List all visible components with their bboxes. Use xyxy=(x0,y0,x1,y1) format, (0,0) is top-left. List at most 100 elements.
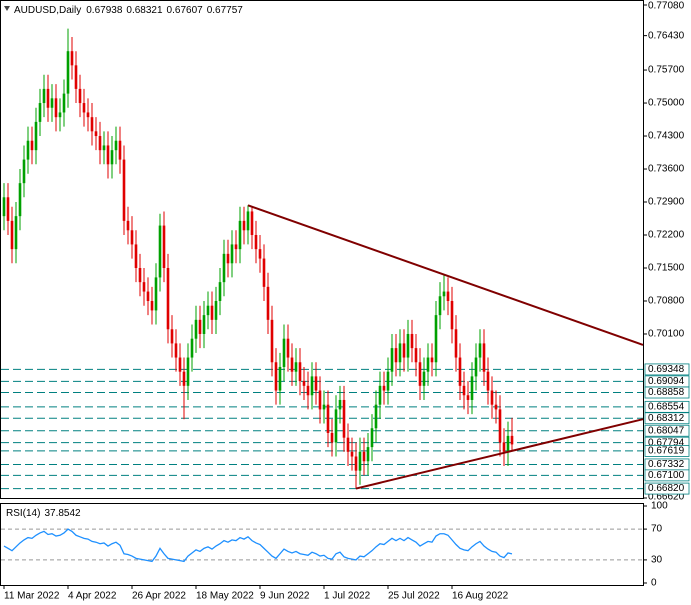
rsi-line xyxy=(3,528,513,563)
candle-body xyxy=(302,381,306,386)
level-label: 0.67332 xyxy=(648,459,685,470)
candle-body xyxy=(86,112,90,118)
candle-body xyxy=(102,145,106,151)
y-tick-label: 0.72900 xyxy=(648,197,685,208)
candle-body xyxy=(286,338,290,358)
low: 0.67607 xyxy=(167,5,204,16)
candle-body xyxy=(54,98,58,118)
candle-body xyxy=(14,216,18,250)
candle-body xyxy=(82,103,86,113)
level-label: 0.68047 xyxy=(648,425,685,436)
level-label: 0.67794 xyxy=(648,437,685,448)
candle-body xyxy=(218,282,222,301)
symbol: AUDUSD,Daily xyxy=(14,5,81,16)
candle-body xyxy=(394,348,398,363)
candle-body xyxy=(510,435,514,445)
candle-body xyxy=(254,235,258,250)
candle-body xyxy=(362,451,366,462)
candle-body xyxy=(278,366,282,391)
candle-body xyxy=(6,197,10,221)
candle-body xyxy=(454,329,458,358)
candle-body xyxy=(430,357,434,363)
candle-body xyxy=(246,211,250,231)
candle-body xyxy=(422,371,426,386)
candle-body xyxy=(198,319,202,334)
candle-body xyxy=(238,220,242,250)
candle-body xyxy=(474,357,478,377)
rsi-tick-label: 0 xyxy=(651,578,657,589)
x-tick-label: 1 Jul 2022 xyxy=(324,591,371,602)
x-tick-label: 9 Jun 2022 xyxy=(260,591,310,602)
candle-body xyxy=(366,447,370,462)
candle-body xyxy=(270,319,274,363)
candle-body xyxy=(150,300,154,311)
candle-body xyxy=(210,305,214,320)
level-label: 0.66820 xyxy=(648,483,685,494)
y-tick-label: 0.70100 xyxy=(648,329,685,340)
rsi-name: RSI(14) xyxy=(6,508,40,519)
candle-body xyxy=(178,357,182,372)
candle-body xyxy=(426,357,430,372)
header: AUDUSD,Daily 0.67938 0.68321 0.67607 0.67757 xyxy=(14,5,243,16)
candle-body xyxy=(162,225,166,268)
rsi-header: RSI(14) 37.8542 xyxy=(6,508,81,519)
y-tick-label: 0.71500 xyxy=(648,263,685,274)
candle-body xyxy=(326,404,330,433)
candle-body xyxy=(370,428,374,448)
candle-body xyxy=(106,145,110,165)
candle-body xyxy=(406,333,410,358)
candle-body xyxy=(414,348,418,363)
candle-body xyxy=(222,253,226,283)
candle-body xyxy=(118,140,122,160)
candle-body xyxy=(502,442,506,452)
candle-body xyxy=(442,291,446,297)
candle-body xyxy=(50,98,54,108)
header-icon xyxy=(4,6,10,11)
candle-body xyxy=(10,220,14,250)
candle-body xyxy=(446,291,450,301)
candle-body xyxy=(486,371,490,391)
candle-body xyxy=(402,343,406,358)
candle-body xyxy=(346,437,350,452)
candle-body xyxy=(498,409,502,443)
level-label: 0.68554 xyxy=(648,401,685,412)
candle-body xyxy=(26,140,30,160)
price-panel xyxy=(0,0,644,499)
level-label-box xyxy=(644,424,690,437)
candle-body xyxy=(130,230,134,245)
y-tick-label: 0.72200 xyxy=(648,230,685,241)
x-tick-label: 25 Jul 2022 xyxy=(388,591,440,602)
candle-body xyxy=(154,277,158,311)
level-label: 0.67619 xyxy=(648,446,685,457)
candle-body xyxy=(226,253,230,264)
level-label: 0.69094 xyxy=(648,376,685,387)
candle-body xyxy=(78,88,82,104)
level-label: 0.68312 xyxy=(648,413,685,424)
candle-body xyxy=(70,51,74,66)
candle-body xyxy=(290,357,294,372)
candle-body xyxy=(282,338,286,367)
open: 0.67938 xyxy=(86,5,123,16)
x-tick-label: 16 Aug 2022 xyxy=(452,591,509,602)
x-tick-label: 4 Apr 2022 xyxy=(68,591,117,602)
y-tick-label: 0.73600 xyxy=(648,164,685,175)
x-tick-label: 18 May 2022 xyxy=(196,591,254,602)
candle-body xyxy=(242,220,246,231)
candle-body xyxy=(418,362,422,386)
y-tick-label: 0.74300 xyxy=(648,131,685,142)
candle-body xyxy=(230,244,234,264)
level-label-box xyxy=(644,412,690,425)
candle-body xyxy=(458,357,462,386)
candle-body xyxy=(190,338,194,358)
level-label-box xyxy=(644,469,690,482)
level-label: 0.68858 xyxy=(648,387,685,398)
candle-body xyxy=(306,385,310,396)
candle-body xyxy=(374,404,378,429)
candle-body xyxy=(266,286,270,320)
trend-line xyxy=(247,204,644,346)
y-tick-label: 0.70800 xyxy=(648,296,685,307)
candle-body xyxy=(146,291,150,301)
candle-body xyxy=(42,88,46,104)
candle-body xyxy=(434,315,438,363)
